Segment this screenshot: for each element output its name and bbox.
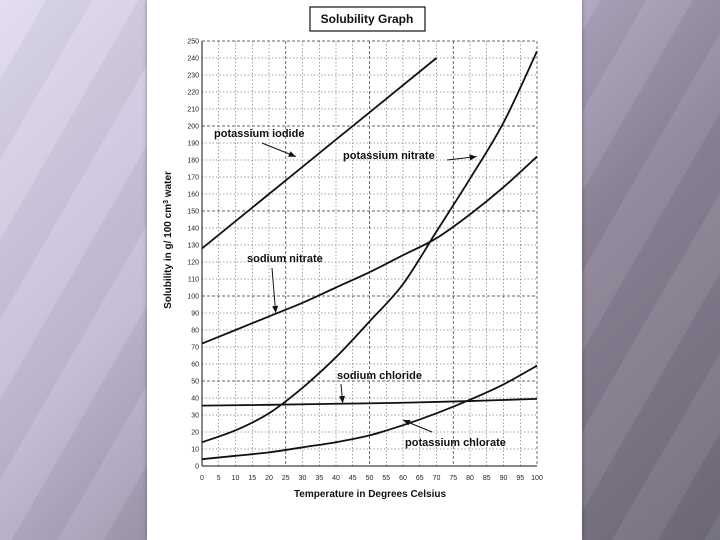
x-tick-label: 40 <box>332 475 340 482</box>
y-tick-label: 160 <box>187 192 199 199</box>
x-tick-label: 75 <box>449 475 457 482</box>
series-line-sodium-nitrate <box>201 155 538 345</box>
series-line-potassium-chlorate <box>201 364 538 461</box>
y-tick-label: 30 <box>191 413 199 420</box>
x-tick-label: 45 <box>349 475 357 482</box>
x-tick-label: 95 <box>516 475 524 482</box>
graph-paper <box>147 0 582 540</box>
x-axis-label: Temperature in Degrees Celsius <box>294 489 447 500</box>
y-tick-label: 0 <box>195 464 199 471</box>
arrowhead-potassium-chlorate <box>403 419 411 426</box>
y-tick-label: 220 <box>187 90 199 97</box>
axes <box>201 41 537 467</box>
x-tick-label: 60 <box>399 475 407 482</box>
series-line-sodium-chloride <box>201 397 538 407</box>
x-tick-label: 80 <box>466 475 474 482</box>
y-tick-label: 210 <box>187 107 199 114</box>
series-line-potassium-iodide <box>201 57 438 250</box>
y-tick-label: 90 <box>191 311 199 318</box>
y-tick-label: 40 <box>191 396 199 403</box>
y-tick-label: 70 <box>191 345 199 352</box>
arrowhead-sodium-chloride <box>339 395 346 404</box>
y-axis-label: Solubility in g/ 100 cm3 water <box>163 171 174 309</box>
y-axis-label-superscript: 3 <box>163 200 170 204</box>
series-line-potassium-nitrate <box>201 50 538 444</box>
x-tick-label: 5 <box>217 475 221 482</box>
y-tick-label: 110 <box>188 277 199 284</box>
title-box: Solubility Graph <box>309 6 426 32</box>
y-tick-label: 10 <box>191 447 199 454</box>
y-tick-label: 140 <box>187 226 199 233</box>
x-tick-label: 65 <box>416 475 424 482</box>
chart-title: Solubility Graph <box>321 12 414 26</box>
y-tick-label: 230 <box>187 73 199 80</box>
x-tick-label: 90 <box>500 475 508 482</box>
y-axis-label-tail: water <box>163 171 174 200</box>
series-curves <box>201 50 538 461</box>
x-tick-label: 85 <box>483 475 491 482</box>
y-tick-label: 170 <box>187 175 199 182</box>
y-tick-label: 250 <box>187 39 199 46</box>
y-tick-label: 60 <box>191 362 199 369</box>
x-tick-label: 25 <box>282 475 290 482</box>
y-tick-label: 200 <box>187 124 199 131</box>
y-tick-label: 120 <box>187 260 199 267</box>
y-tick-label: 20 <box>191 430 199 437</box>
y-tick-label: 240 <box>187 56 199 63</box>
x-tick-label: 10 <box>232 475 240 482</box>
arrowhead-sodium-nitrate <box>272 305 279 313</box>
x-tick-label: 30 <box>299 475 307 482</box>
y-tick-label: 180 <box>187 158 199 165</box>
x-tick-label: 0 <box>200 475 204 482</box>
x-tick-label: 55 <box>382 475 390 482</box>
y-tick-label: 190 <box>187 141 199 148</box>
y-tick-label: 130 <box>187 243 199 250</box>
y-tick-label: 150 <box>187 209 199 216</box>
label-sodium-nitrate: sodium nitrate <box>247 253 323 265</box>
label-potassium-iodide: potassium iodide <box>214 128 304 140</box>
x-tick-label: 35 <box>315 475 323 482</box>
grid-lines <box>202 40 538 466</box>
annotations: potassium iodide potassium nitrate sodium … <box>214 128 506 449</box>
label-sodium-chloride: sodium chloride <box>337 370 422 382</box>
tick-labels: 0 5 10 15 20 25 30 35 40 45 50 55 60 65 70 75 80 85 90 95 10… <box>187 39 543 483</box>
y-tick-label: 80 <box>191 328 199 335</box>
y-axis-label-main: Solubility in g/ 100 cm <box>163 204 174 309</box>
y-tick-label: 100 <box>187 294 199 301</box>
x-tick-label: 100 <box>531 475 543 482</box>
arrow-sodium-nitrate <box>271 267 277 314</box>
x-tick-label: 20 <box>265 475 273 482</box>
arrowhead-potassium-nitrate <box>469 154 477 161</box>
x-tick-label: 70 <box>433 475 441 482</box>
label-potassium-nitrate: potassium nitrate <box>343 150 435 162</box>
arrowhead-potassium-iodide <box>288 151 296 157</box>
y-tick-label: 50 <box>191 379 199 386</box>
x-tick-label: 15 <box>248 475 256 482</box>
label-potassium-chlorate: potassium chlorate <box>405 437 506 449</box>
x-tick-label: 50 <box>366 475 374 482</box>
